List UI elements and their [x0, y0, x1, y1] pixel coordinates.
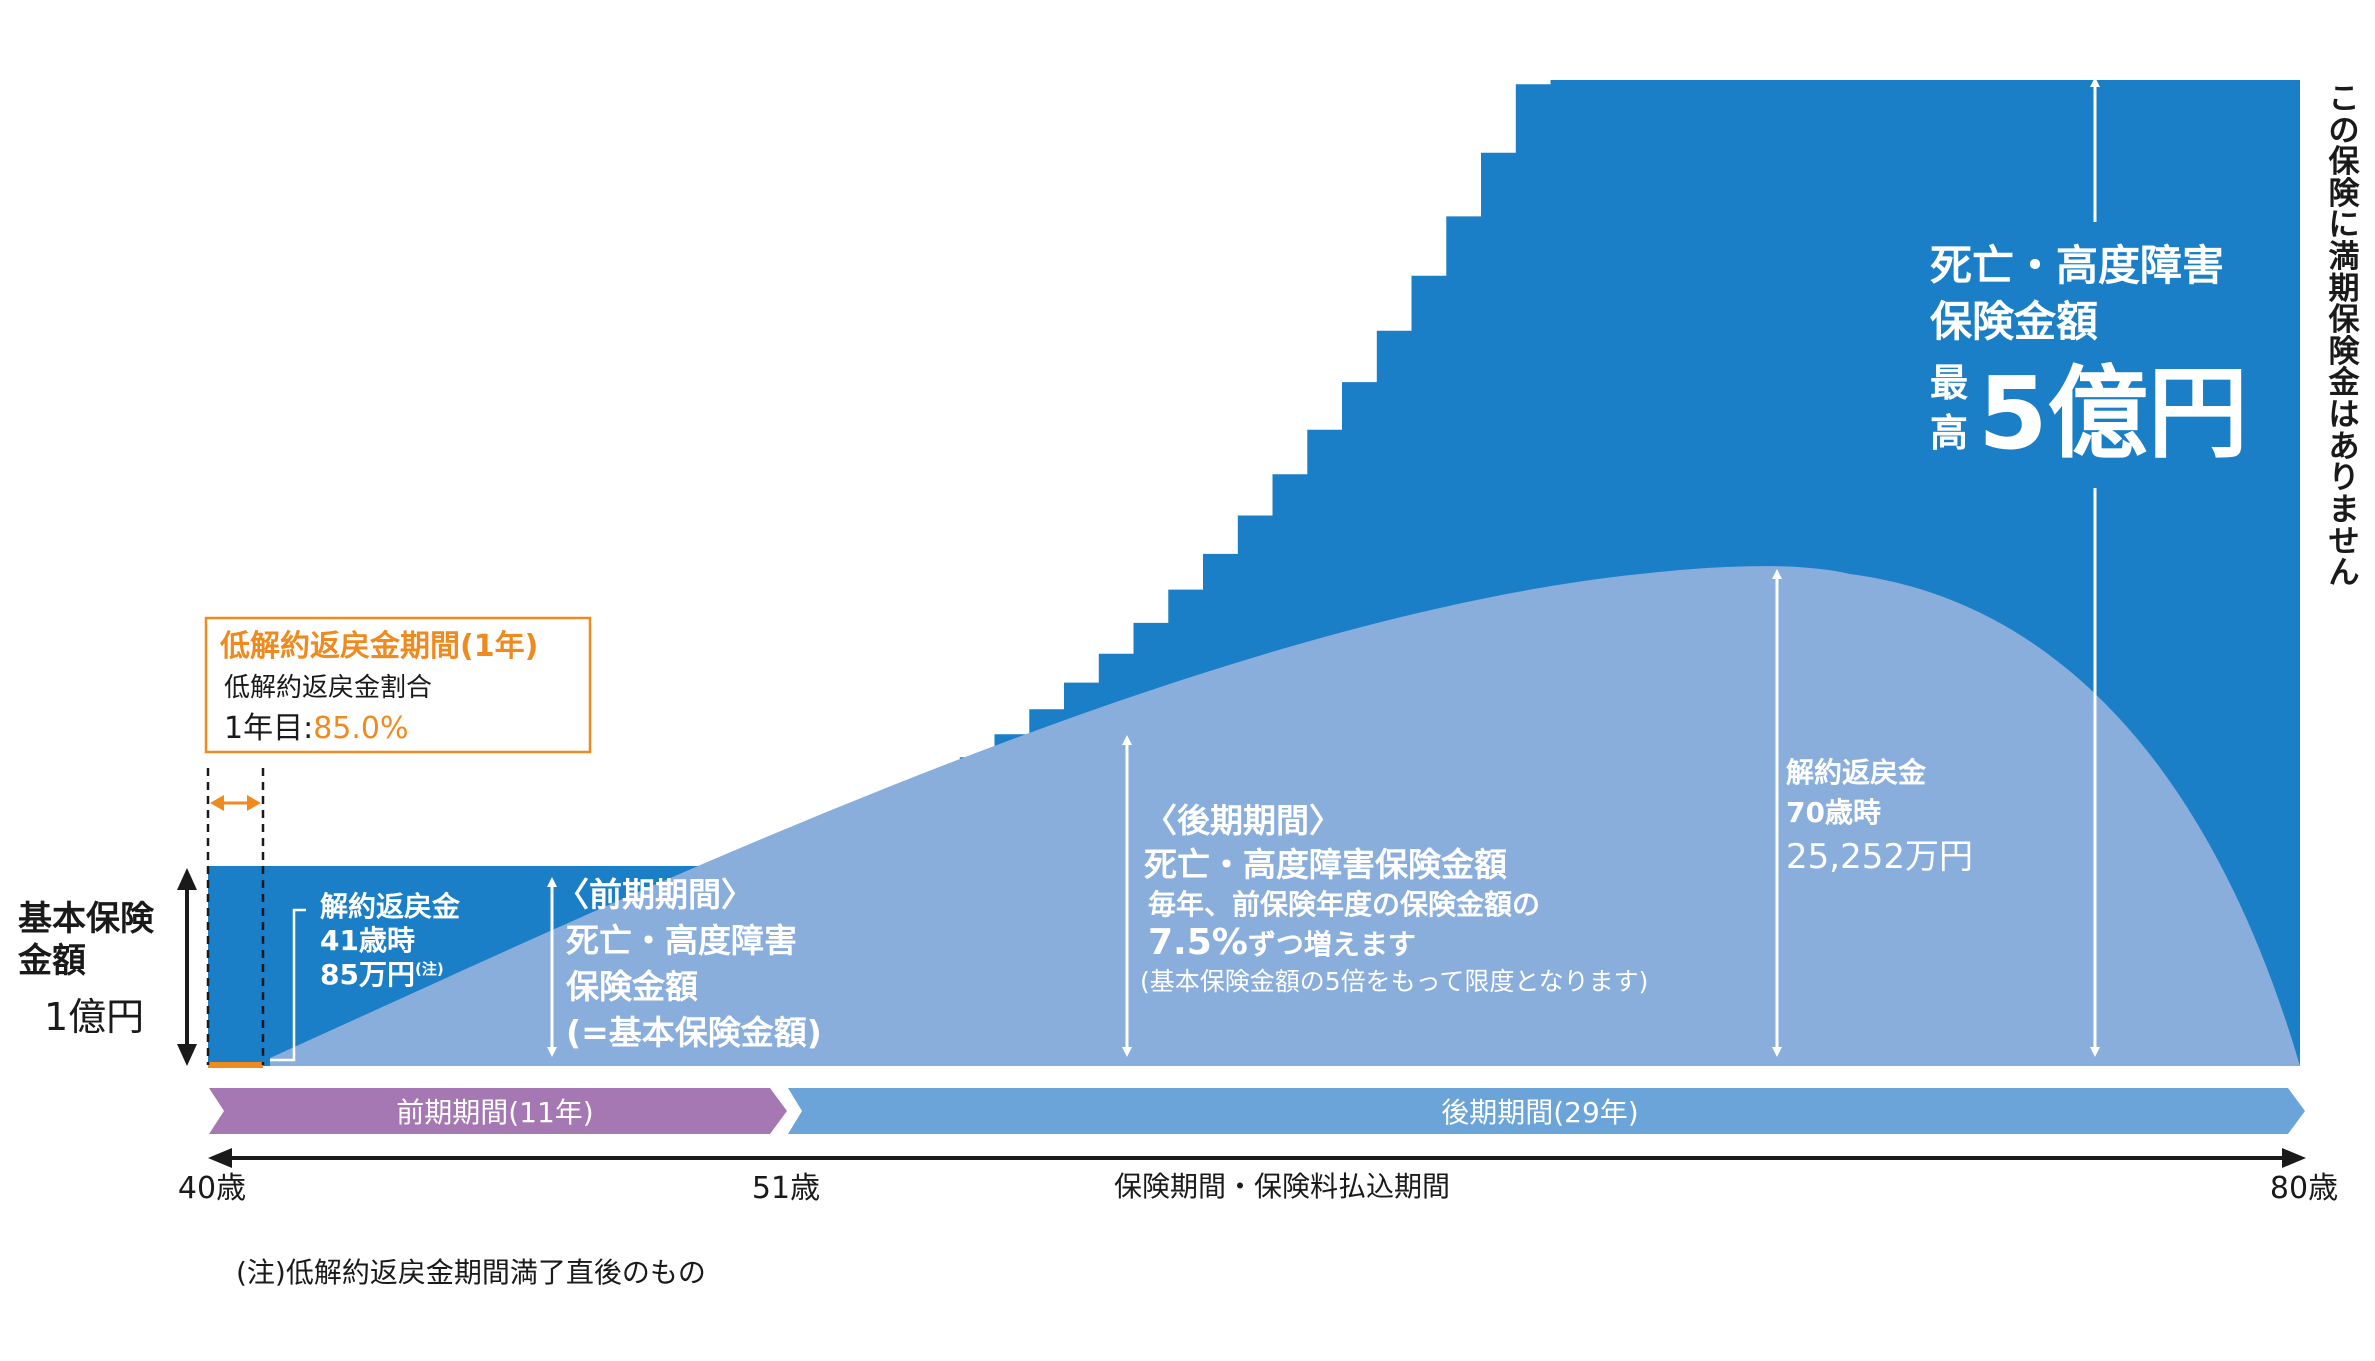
late-period-line2: 毎年、前保険年度の保険金額の	[1148, 888, 1540, 921]
surrender-41-amount: 85万円(注)	[320, 958, 444, 991]
age-axis-arrow-right	[2282, 1148, 2306, 1168]
axis-start-label: 40歳	[178, 1171, 246, 1206]
max-benefit-value: 5億円	[1978, 355, 2248, 472]
no-maturity-benefit-note: この保険に満期保険金はありません	[2328, 81, 2360, 592]
early-period-line2: 保険金額	[566, 967, 698, 1006]
surrender-41-line1: 解約返戻金	[320, 890, 461, 923]
late-period-rate: 7.5%	[1148, 922, 1248, 963]
low-surrender-first-year: 1年目:85.0%	[224, 711, 409, 746]
surrender-value-area	[270, 566, 2300, 1066]
max-benefit-line1: 死亡・高度障害	[1930, 241, 2224, 290]
late-period-title: 〈後期期間〉	[1144, 801, 1342, 840]
late-period-rate-line: 7.5%ずつ増えます	[1148, 922, 1416, 963]
max-benefit-prefix-top: 最	[1930, 361, 1968, 405]
footnote: (注)低解約返戻金期間満了直後のもの	[236, 1256, 706, 1289]
low-surrender-rate: 85.0%	[313, 711, 408, 746]
base-amount-arrow-head-top	[177, 868, 197, 890]
surrender-70-line2: 70歳時	[1786, 796, 1881, 829]
early-period-title: 〈前期期間〉	[556, 875, 754, 914]
surrender-41-bracket	[270, 908, 306, 1062]
early-period-line3: (=基本保険金額)	[566, 1013, 822, 1052]
low-surrender-arrow-head-right	[247, 795, 261, 811]
base-amount-value: 1億円	[44, 995, 144, 1039]
early-period-line1: 死亡・高度障害	[566, 921, 797, 960]
late-period-bar	[788, 1088, 2305, 1134]
early-period-bar-label: 前期期間(11年)	[396, 1096, 593, 1129]
max-benefit-prefix-bottom: 高	[1930, 411, 1968, 455]
surrender-70-line1: 解約返戻金	[1786, 756, 1927, 789]
base-amount-arrow-head-bottom	[177, 1044, 197, 1066]
low-surrender-ratio-label: 低解約返戻金割合	[224, 673, 432, 703]
axis-end-label: 80歳	[2270, 1171, 2338, 1206]
low-surrender-title: 低解約返戻金期間(1年)	[219, 629, 538, 664]
base-amount-label-line1: 基本保険	[18, 899, 155, 939]
low-surrender-box	[204, 616, 592, 754]
late-period-bar-label: 後期期間(29年)	[1441, 1096, 1638, 1129]
early-period-bar	[209, 1088, 787, 1134]
max-benefit-line2: 保険金額	[1930, 297, 2098, 346]
surrender-70-amount: 25,252万円	[1786, 837, 1973, 877]
axis-mid-label: 51歳	[752, 1171, 820, 1206]
base-amount-label-line2: 金額	[17, 941, 86, 981]
low-surrender-arrow-head-left	[210, 795, 224, 811]
age-axis-arrow-left	[208, 1148, 232, 1168]
low-surrender-band	[208, 1062, 263, 1068]
note-mark: (注)	[415, 960, 444, 978]
late-period-line1: 死亡・高度障害保険金額	[1144, 845, 1507, 884]
surrender-41-line2: 41歳時	[320, 924, 415, 957]
axis-caption: 保険期間・保険料払込期間	[1114, 1170, 1450, 1203]
late-period-line4: (基本保険金額の5倍をもって限度となります)	[1140, 967, 1648, 996]
